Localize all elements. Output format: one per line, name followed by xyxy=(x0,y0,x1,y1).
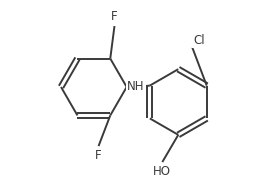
Text: NH: NH xyxy=(127,81,145,94)
Text: Cl: Cl xyxy=(193,34,205,47)
Text: HO: HO xyxy=(153,165,171,178)
Text: F: F xyxy=(111,10,118,23)
Text: F: F xyxy=(95,149,102,162)
